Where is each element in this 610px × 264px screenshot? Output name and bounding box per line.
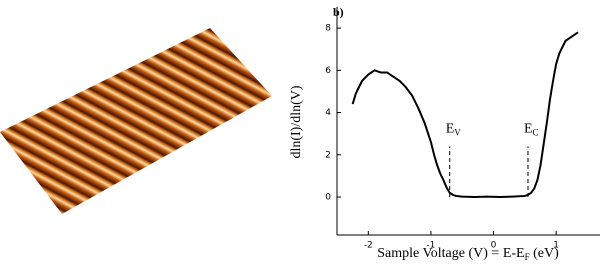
label-sub: V: [454, 128, 461, 138]
x-tick-label: 0: [491, 241, 497, 251]
y-tick-label: 0: [325, 193, 331, 203]
y-tick-label: 8: [325, 24, 331, 34]
x-tick-label: -1: [426, 241, 435, 251]
label-sub: C: [533, 128, 539, 138]
band-edge-label: EC: [524, 122, 539, 138]
y-tick-label: 6: [325, 66, 331, 76]
y-tick-label: 2: [325, 150, 331, 160]
data-line: [351, 31, 579, 199]
y-tick-label: 4: [325, 108, 331, 118]
panel-label: b): [333, 5, 344, 19]
x-tick-label: 1: [553, 241, 559, 251]
y-axis-label: dln(I)/dln(V): [289, 85, 304, 158]
x-axis-label: Sample Voltage (V) = E-EF (eV): [377, 246, 559, 262]
stm-image: [0, 28, 272, 214]
label-main: E: [524, 122, 533, 137]
label-main: E: [446, 122, 455, 137]
x-tick-label: -2: [364, 241, 373, 251]
band-edge-label: EV: [446, 122, 462, 138]
